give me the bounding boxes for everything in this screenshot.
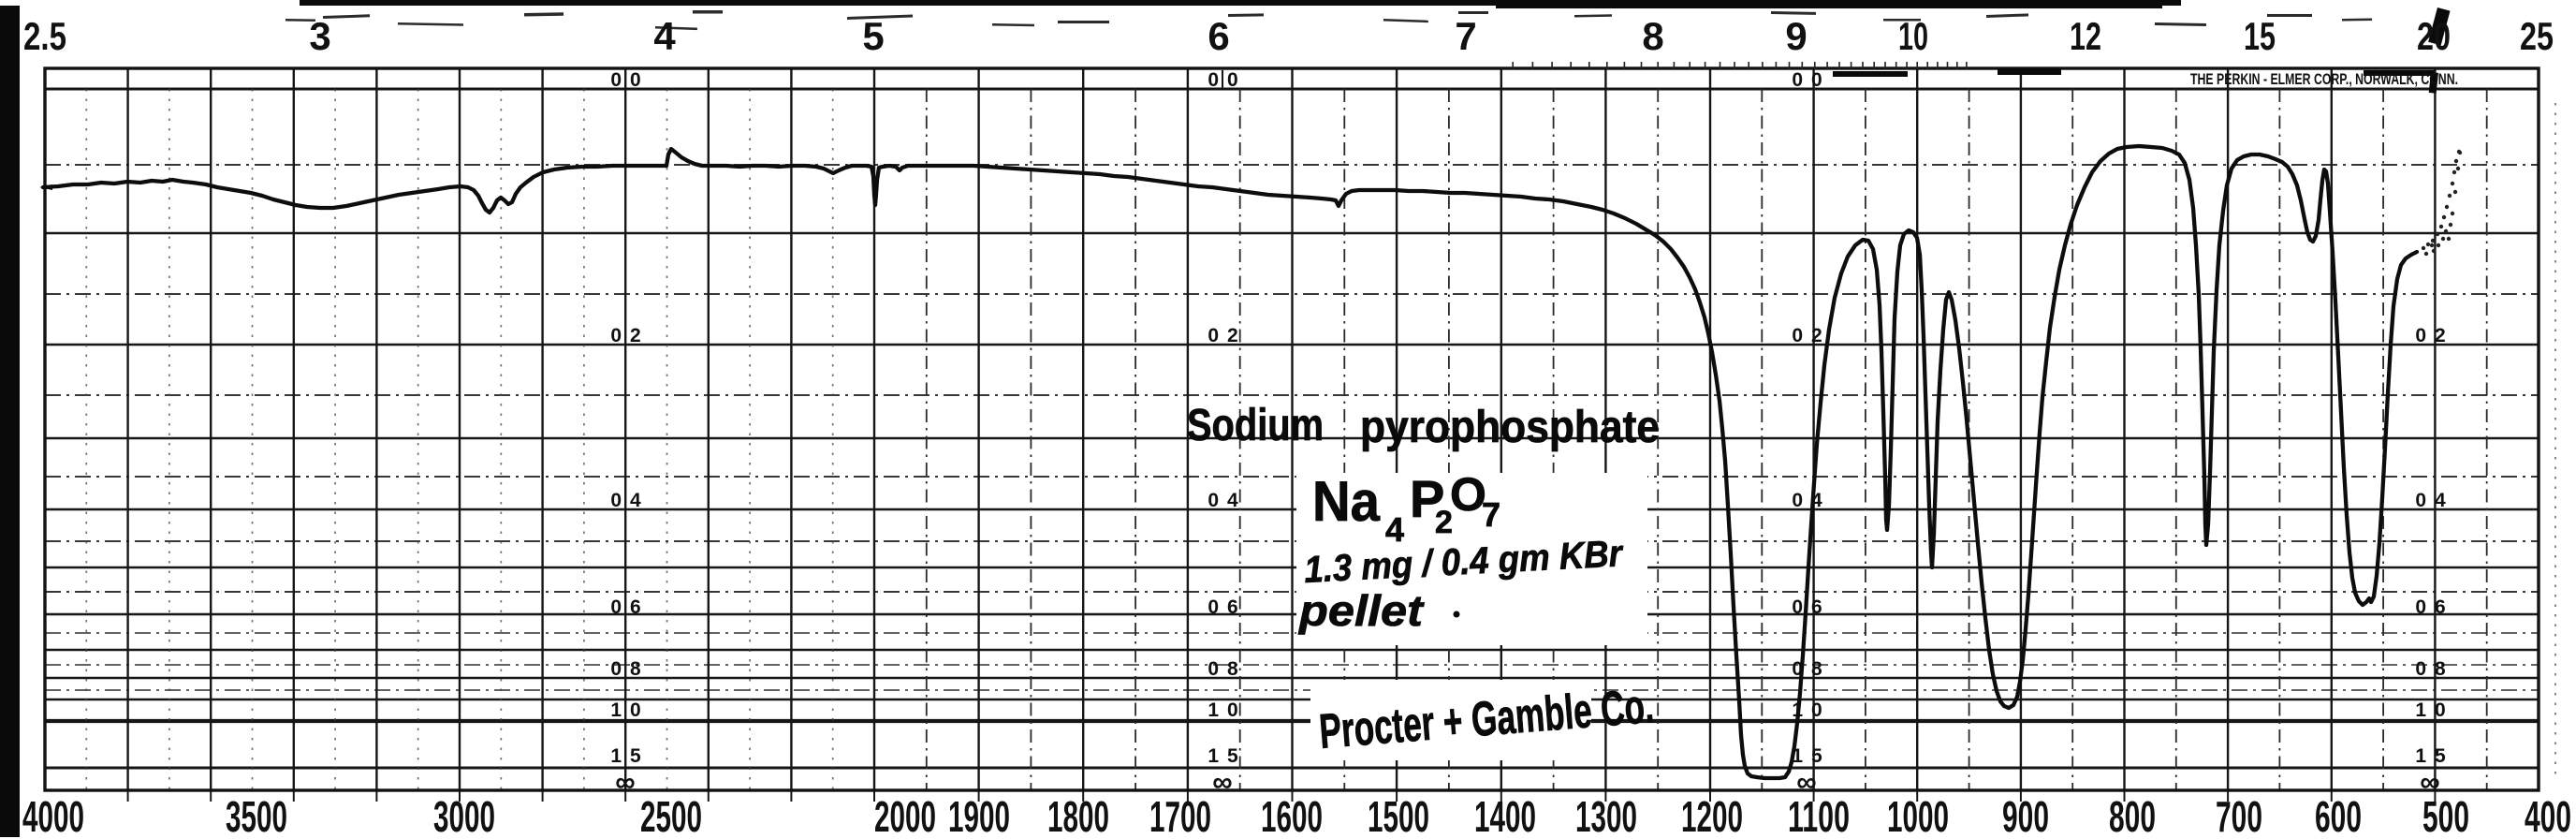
svg-text:900: 900	[2002, 792, 2049, 839]
svg-text:0: 0	[1792, 596, 1803, 618]
svg-text:0: 0	[1811, 699, 1822, 721]
svg-text:20: 20	[2417, 14, 2451, 58]
svg-text:5: 5	[862, 14, 884, 58]
svg-text:2000: 2000	[874, 792, 936, 839]
svg-text:8: 8	[2435, 658, 2446, 680]
svg-text:0: 0	[610, 490, 622, 511]
svg-text:∞: ∞	[1796, 767, 1816, 798]
svg-text:1800: 1800	[1047, 792, 1109, 839]
svg-text:800: 800	[2109, 792, 2156, 839]
svg-text:6: 6	[2435, 596, 2446, 618]
svg-text:1: 1	[2415, 699, 2426, 721]
svg-text:Sodium: Sodium	[1187, 401, 1324, 450]
svg-text:4: 4	[1227, 490, 1238, 511]
svg-text:3: 3	[309, 14, 330, 58]
svg-text:25: 25	[2520, 14, 2554, 58]
svg-text:8: 8	[630, 658, 641, 680]
svg-text:2: 2	[1227, 325, 1238, 346]
svg-text:400: 400	[2525, 792, 2571, 839]
svg-text:1: 1	[1208, 699, 1219, 721]
svg-text:8: 8	[1811, 658, 1822, 680]
svg-text:0: 0	[2415, 325, 2426, 346]
svg-text:10: 10	[1898, 14, 1928, 58]
svg-text:pyrophosphate: pyrophosphate	[1360, 403, 1660, 452]
svg-text:6: 6	[1227, 596, 1238, 618]
svg-text:0: 0	[1792, 325, 1803, 346]
svg-text:6: 6	[1208, 14, 1229, 58]
svg-text:1: 1	[1208, 745, 1219, 767]
svg-text:0: 0	[630, 69, 641, 91]
svg-text:THE PERKIN - ELMER CORP., NORW: THE PERKIN - ELMER CORP., NORWALK, CONN.	[2190, 71, 2458, 88]
svg-text:4: 4	[630, 490, 641, 511]
svg-text:1400: 1400	[1474, 792, 1536, 839]
svg-text:500: 500	[2422, 792, 2469, 839]
svg-text:1500: 1500	[1368, 792, 1429, 839]
svg-text:5: 5	[1811, 745, 1822, 767]
svg-text:∞: ∞	[615, 767, 635, 798]
svg-text:4000: 4000	[22, 792, 84, 839]
svg-text:∞: ∞	[1212, 767, 1232, 798]
svg-text:12: 12	[2070, 14, 2101, 58]
svg-text:∞: ∞	[2420, 767, 2439, 798]
svg-text:700: 700	[2216, 792, 2262, 839]
svg-text:0: 0	[2415, 490, 2426, 511]
svg-text:4: 4	[1385, 510, 1404, 549]
svg-text:15: 15	[2244, 14, 2276, 58]
svg-text:2: 2	[1811, 325, 1822, 346]
svg-text:1: 1	[610, 745, 622, 767]
svg-text:1900: 1900	[948, 792, 1010, 839]
svg-text:P: P	[1410, 469, 1444, 528]
svg-text:0: 0	[610, 596, 622, 618]
svg-text:4: 4	[653, 14, 676, 58]
svg-text:7: 7	[1482, 495, 1500, 534]
svg-text:5: 5	[2435, 745, 2446, 767]
svg-text:3000: 3000	[433, 792, 495, 839]
svg-text:0: 0	[2435, 699, 2446, 721]
svg-text:1100: 1100	[1788, 792, 1850, 839]
svg-text:5: 5	[1227, 745, 1238, 767]
svg-text:0: 0	[610, 69, 622, 91]
svg-text:7: 7	[1455, 14, 1476, 58]
svg-text:3500: 3500	[226, 792, 287, 839]
svg-text:5: 5	[630, 745, 641, 767]
svg-text:0: 0	[1208, 658, 1219, 680]
svg-text:0: 0	[1227, 699, 1238, 721]
svg-text:2.5: 2.5	[23, 14, 66, 58]
svg-text:1200: 1200	[1681, 792, 1743, 839]
svg-text:1: 1	[610, 699, 622, 721]
svg-text:0: 0	[1208, 325, 1219, 346]
svg-text:0: 0	[630, 699, 641, 721]
svg-text:2: 2	[2435, 325, 2446, 346]
svg-text:600: 600	[2315, 792, 2362, 839]
svg-text:6: 6	[630, 596, 641, 618]
svg-text:0: 0	[1792, 658, 1803, 680]
svg-text:8: 8	[1227, 658, 1238, 680]
svg-text:0: 0	[1208, 490, 1219, 511]
svg-text:1300: 1300	[1575, 792, 1637, 839]
svg-text:0: 0	[1208, 596, 1219, 618]
svg-text:2500: 2500	[640, 792, 702, 839]
svg-text:1: 1	[2415, 745, 2426, 767]
svg-text:6: 6	[1811, 596, 1822, 618]
svg-text:0: 0	[1227, 69, 1238, 91]
svg-text:1700: 1700	[1149, 792, 1211, 839]
svg-text:O: O	[1450, 468, 1486, 521]
svg-text:8: 8	[1642, 14, 1663, 58]
svg-text:0: 0	[1208, 69, 1219, 91]
svg-text:0: 0	[2415, 596, 2426, 618]
svg-text:2: 2	[1435, 505, 1453, 540]
svg-text:1600: 1600	[1261, 792, 1323, 839]
svg-text:2: 2	[630, 325, 641, 346]
svg-text:0: 0	[1792, 69, 1803, 91]
svg-text:1000: 1000	[1887, 792, 1949, 839]
svg-text:0: 0	[610, 658, 622, 680]
svg-text:4: 4	[2435, 490, 2446, 511]
svg-text:9: 9	[1785, 14, 1807, 58]
svg-text:Na: Na	[1312, 470, 1381, 533]
svg-text:0: 0	[610, 325, 622, 346]
svg-text:0: 0	[1811, 69, 1822, 91]
svg-text:0: 0	[2415, 658, 2426, 680]
svg-text:pellet: pellet	[1297, 586, 1425, 635]
svg-text:0: 0	[1792, 490, 1803, 511]
